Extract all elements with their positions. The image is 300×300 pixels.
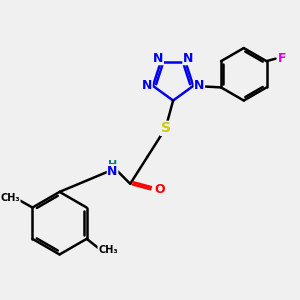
Text: N: N xyxy=(142,80,152,92)
Text: N: N xyxy=(107,165,118,178)
Text: N: N xyxy=(153,52,163,64)
Text: CH₃: CH₃ xyxy=(0,194,20,203)
Text: CH₃: CH₃ xyxy=(98,245,118,255)
Text: N: N xyxy=(183,52,193,64)
Text: H: H xyxy=(108,160,117,170)
Text: S: S xyxy=(160,121,171,135)
Text: O: O xyxy=(155,183,165,196)
Text: F: F xyxy=(278,52,286,65)
Text: N: N xyxy=(194,80,205,92)
